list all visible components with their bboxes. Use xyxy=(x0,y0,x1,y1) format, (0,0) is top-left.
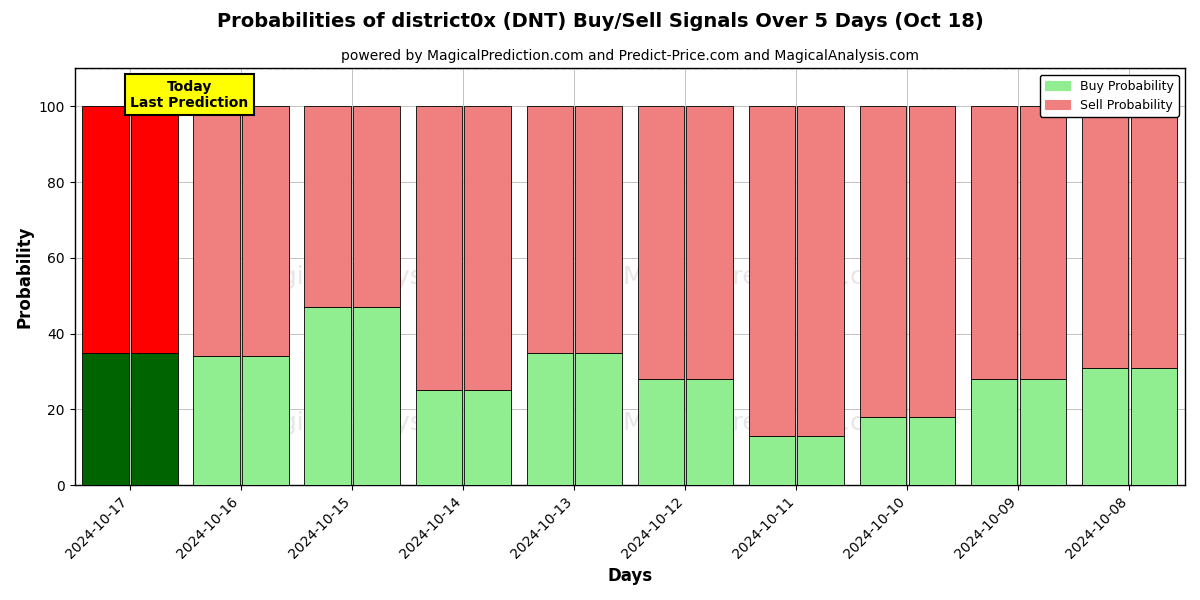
Text: MagicalAnalysis.com: MagicalAnalysis.com xyxy=(245,410,505,434)
Bar xyxy=(749,436,796,485)
Bar xyxy=(1020,106,1066,379)
Bar xyxy=(908,417,955,485)
Bar xyxy=(242,356,289,485)
Bar xyxy=(1130,368,1177,485)
Bar xyxy=(353,106,400,307)
Title: powered by MagicalPrediction.com and Predict-Price.com and MagicalAnalysis.com: powered by MagicalPrediction.com and Pre… xyxy=(341,49,919,63)
Bar xyxy=(83,106,130,353)
Bar xyxy=(305,106,352,307)
Bar xyxy=(637,106,684,379)
Bar xyxy=(859,106,906,417)
Bar xyxy=(859,417,906,485)
Y-axis label: Probability: Probability xyxy=(16,226,34,328)
Bar xyxy=(576,353,622,485)
Bar xyxy=(353,307,400,485)
Legend: Buy Probability, Sell Probability: Buy Probability, Sell Probability xyxy=(1040,74,1178,117)
Text: Today
Last Prediction: Today Last Prediction xyxy=(130,80,248,110)
Bar xyxy=(1081,106,1128,368)
Bar xyxy=(242,106,289,356)
Bar xyxy=(576,106,622,353)
Bar xyxy=(908,106,955,417)
X-axis label: Days: Days xyxy=(607,567,653,585)
Bar xyxy=(464,391,511,485)
Bar xyxy=(131,106,178,353)
Bar xyxy=(131,353,178,485)
Bar xyxy=(527,353,574,485)
Bar xyxy=(798,436,844,485)
Bar xyxy=(637,379,684,485)
Bar xyxy=(83,353,130,485)
Bar xyxy=(749,106,796,436)
Bar xyxy=(1020,379,1066,485)
Bar xyxy=(686,379,733,485)
Bar xyxy=(415,106,462,391)
Bar xyxy=(686,106,733,379)
Bar xyxy=(193,106,240,356)
Bar xyxy=(193,356,240,485)
Bar xyxy=(798,106,844,436)
Text: MagicalAnalysis.com: MagicalAnalysis.com xyxy=(245,265,505,289)
Bar xyxy=(971,106,1018,379)
Text: MagicalPrediction.com: MagicalPrediction.com xyxy=(623,265,904,289)
Bar xyxy=(464,106,511,391)
Bar xyxy=(305,307,352,485)
Bar xyxy=(971,379,1018,485)
Bar xyxy=(1081,368,1128,485)
Bar xyxy=(415,391,462,485)
Text: MagicalPrediction.com: MagicalPrediction.com xyxy=(623,410,904,434)
Bar xyxy=(527,106,574,353)
Bar xyxy=(1130,106,1177,368)
Text: Probabilities of district0x (DNT) Buy/Sell Signals Over 5 Days (Oct 18): Probabilities of district0x (DNT) Buy/Se… xyxy=(217,12,983,31)
